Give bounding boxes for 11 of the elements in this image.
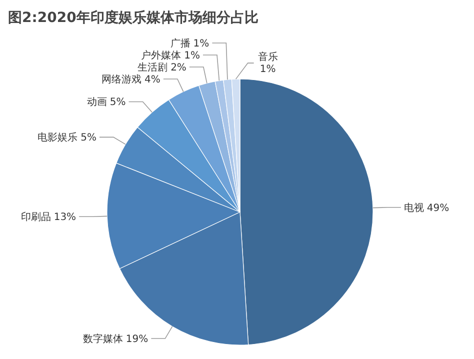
slice-label: 户外媒体 — [141, 49, 182, 62]
slice-label: 数字媒体 — [82, 333, 123, 346]
slice-label: 网络游戏 — [102, 73, 142, 86]
slice-label: 印刷品 — [20, 211, 51, 224]
slice-label: 动画 — [86, 97, 107, 108]
slice-label: 电视 — [404, 202, 424, 214]
slice-label: 电影娱乐 — [38, 132, 78, 144]
chart-title: 图2:2020年印度娱乐媒体市场细分占比 — [8, 9, 258, 26]
slice-label: 生活剧 — [138, 61, 168, 74]
slice-label: 广播 — [170, 37, 190, 50]
slice-label: 音乐 — [258, 51, 278, 64]
